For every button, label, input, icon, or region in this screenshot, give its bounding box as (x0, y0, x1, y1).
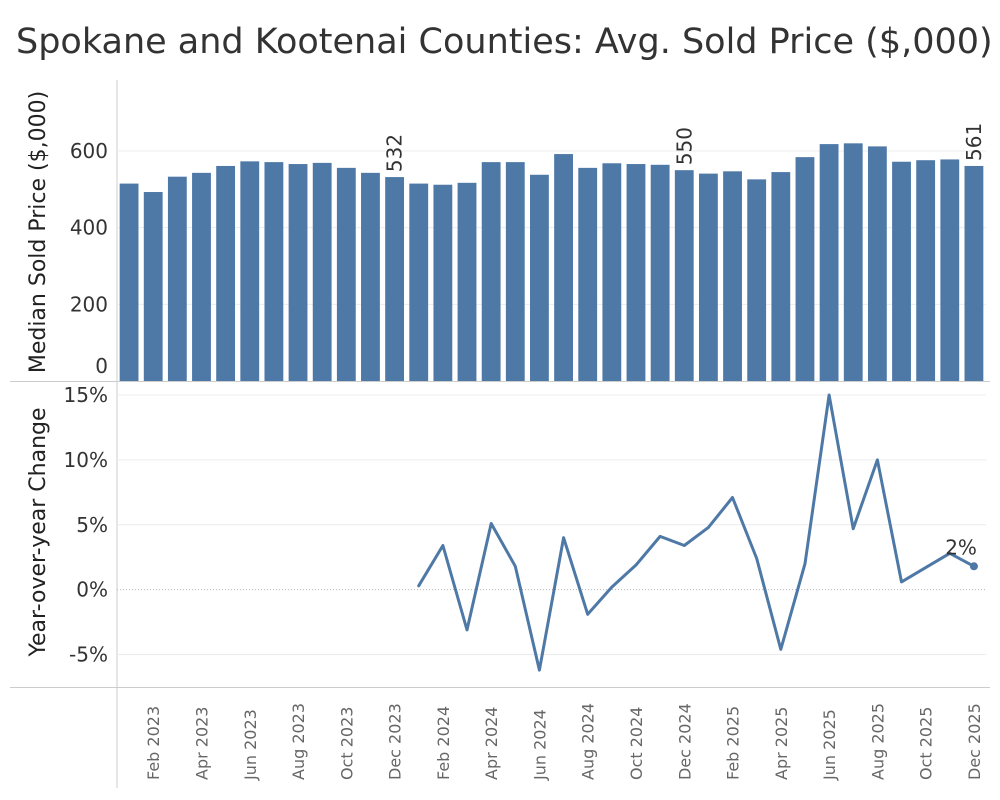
bar-apr-2025 (771, 172, 791, 381)
yoy-data-label: 2% (945, 535, 977, 559)
x-tick-label: Apr 2023 (192, 707, 211, 780)
line-y-axis-title: Year-over-year Change (26, 407, 51, 657)
bar-mar-2024 (457, 182, 477, 381)
bar-dec-2023 (385, 177, 405, 381)
x-tick-label: Aug 2023 (289, 703, 308, 780)
line-y-tick-label: 15% (64, 383, 108, 407)
bar-jul-2023 (264, 162, 284, 381)
bar-jul-2025 (843, 143, 863, 381)
bar-may-2025 (795, 157, 815, 381)
bar-data-label: 561 (962, 123, 986, 161)
x-tick-label: Oct 2025 (917, 707, 936, 780)
x-tick-label: Jun 2023 (241, 709, 260, 781)
line-y-tick-label: 0% (76, 578, 108, 602)
bar-may-2024 (505, 162, 525, 381)
x-tick-label: Feb 2025 (724, 706, 743, 780)
x-tick-label: Oct 2023 (337, 707, 356, 780)
bar-jan-2024 (409, 183, 429, 381)
x-tick-label: Oct 2024 (627, 707, 646, 780)
line-y-tick-label: 5% (76, 513, 108, 537)
x-tick-label: Dec 2025 (965, 703, 984, 780)
x-tick-label: Dec 2023 (386, 703, 405, 780)
bar-may-2023 (216, 165, 236, 381)
bar-oct-2024 (626, 164, 646, 381)
bar-oct-2025 (916, 160, 936, 381)
x-tick-label: Dec 2024 (675, 703, 694, 780)
x-tick-label: Feb 2024 (434, 706, 453, 780)
bar-y-tick-label: 400 (70, 216, 108, 240)
bar-dec-2024 (674, 170, 694, 381)
bar-feb-2024 (433, 184, 453, 381)
x-tick-label: Aug 2025 (868, 703, 887, 780)
bar-mar-2023 (167, 176, 187, 381)
bar-y-tick-label: 200 (70, 292, 108, 316)
bar-y-tick-label: 600 (70, 139, 108, 163)
bar-nov-2023 (361, 172, 380, 381)
bar-nov-2024 (650, 164, 670, 381)
bar-apr-2024 (481, 162, 501, 381)
x-tick-label: Apr 2025 (772, 707, 791, 780)
bar-sep-2025 (892, 161, 911, 381)
bar-nov-2025 (940, 159, 960, 381)
line-y-tick-label: -5% (69, 643, 108, 667)
x-tick-label: Apr 2024 (482, 707, 501, 780)
bar-jun-2025 (819, 144, 839, 381)
bar-sep-2024 (602, 163, 622, 381)
bar-jun-2023 (240, 161, 260, 381)
yoy-line (417, 393, 976, 672)
x-tick-label: Jun 2024 (530, 709, 549, 781)
bar-dec-2025 (964, 165, 984, 381)
bar-jun-2024 (530, 174, 549, 381)
line-y-tick-label: 10% (64, 448, 108, 472)
bar-y-axis-title: Median Sold Price ($,000) (26, 91, 51, 373)
bar-data-label: 550 (672, 127, 696, 165)
bar-mar-2025 (747, 179, 767, 381)
bar-y-tick-label: 0 (95, 354, 108, 378)
bar-data-label: 532 (383, 134, 407, 172)
x-tick-label: Jun 2025 (820, 709, 839, 781)
bar-jan-2025 (698, 173, 718, 381)
bar-apr-2023 (192, 172, 211, 381)
bar-aug-2024 (578, 167, 598, 381)
yoy-end-point (969, 562, 978, 571)
bar-aug-2025 (867, 146, 887, 381)
x-tick-label: Feb 2023 (144, 706, 163, 780)
bar-oct-2023 (336, 167, 356, 381)
bar-jan-2023 (119, 183, 139, 381)
x-tick-label: Aug 2024 (579, 703, 598, 780)
bar-feb-2025 (723, 171, 742, 381)
bar-sep-2023 (312, 162, 332, 381)
bar-jul-2024 (554, 154, 573, 381)
bar-aug-2023 (288, 164, 308, 381)
chart-title: Spokane and Kootenai Counties: Avg. Sold… (16, 22, 993, 62)
bar-feb-2023 (143, 192, 163, 381)
